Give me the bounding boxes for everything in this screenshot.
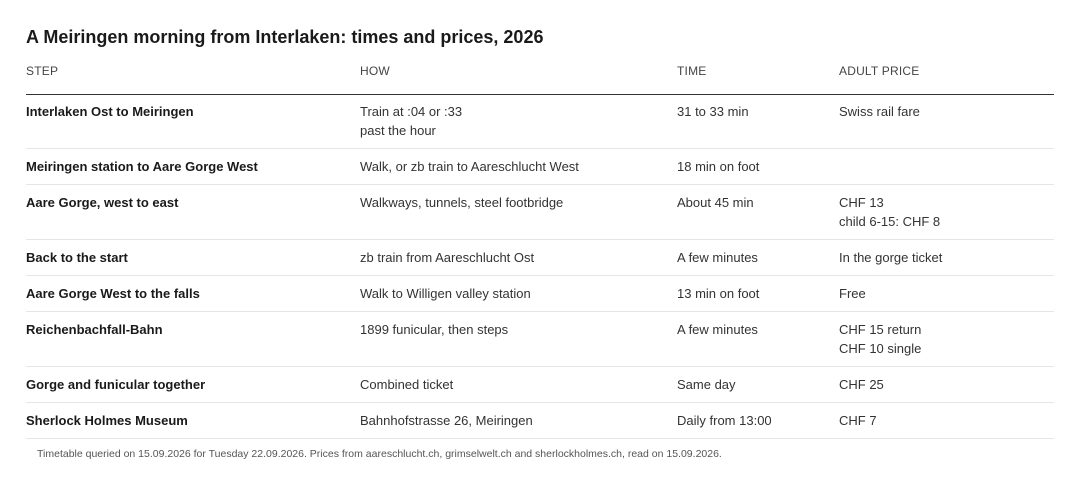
cell-how: Walkways, tunnels, steel footbridge: [360, 184, 677, 240]
cell-how-line: Combined ticket: [360, 376, 454, 392]
cell-step: Back to the start: [26, 239, 360, 276]
cell-how: Train at :04 or :33 past the hour: [360, 94, 677, 149]
cell-how: Walk, or zb train to Aareschlucht West: [360, 148, 677, 185]
cell-how: Walk to Willigen valley station: [360, 275, 677, 312]
cell-adult-price: CHF 25: [839, 366, 1054, 403]
cell-time: A few minutes: [677, 239, 839, 276]
cell-adult-price: [839, 148, 1054, 185]
cell-time: Daily from 13:00: [677, 402, 839, 439]
cell-step: Gorge and funicular together: [26, 366, 360, 403]
cell-how-line: Walk, or zb train to Aareschlucht West: [360, 158, 579, 174]
column-header-step: STEP: [26, 58, 360, 95]
cell-adult-price: CHF 13 child 6-15: CHF 8: [839, 184, 1054, 240]
table-body: Interlaken Ost to Meiringen Train at :04 …: [26, 94, 1054, 439]
cell-price-line: Swiss rail fare: [839, 103, 920, 119]
cell-adult-price: CHF 7: [839, 402, 1054, 439]
cell-how-line: Walkways, tunnels, steel footbridge: [360, 194, 564, 210]
cell-step: Aare Gorge, west to east: [26, 184, 360, 240]
page-title: A Meiringen morning from Interlaken: tim…: [26, 27, 544, 47]
itinerary-table: STEP HOW TIME ADULT PRICE Interlaken Ost…: [26, 58, 1054, 439]
cell-price-line: CHF 15 return: [839, 321, 922, 337]
table-row: Meiringen station to Aare Gorge West Walk…: [26, 148, 1054, 185]
cell-time: About 45 min: [677, 184, 839, 240]
cell-how: 1899 funicular, then steps: [360, 311, 677, 367]
column-header-adult-price: ADULT PRICE: [839, 58, 1054, 95]
column-header-how: HOW: [360, 58, 677, 95]
cell-step: Aare Gorge West to the falls: [26, 275, 360, 312]
cell-how: zb train from Aareschlucht Ost: [360, 239, 677, 276]
cell-time: 13 min on foot: [677, 275, 839, 312]
cell-how-line: Walk to Willigen valley station: [360, 285, 531, 301]
cell-how-line: past the hour: [360, 122, 436, 138]
footnote: Timetable queried on 15.09.2026 for Tues…: [37, 448, 722, 460]
table-row: Aare Gorge, west to east Walkways, tunnel…: [26, 184, 1054, 240]
cell-adult-price: Swiss rail fare: [839, 94, 1054, 149]
cell-price-line: CHF 13: [839, 194, 884, 210]
cell-how-line: Train at :04 or :33: [360, 103, 463, 119]
cell-price-line: CHF 25: [839, 376, 884, 392]
table-row: Aare Gorge West to the falls Walk to Will…: [26, 275, 1054, 312]
cell-adult-price: Free: [839, 275, 1054, 312]
cell-time: A few minutes: [677, 311, 839, 367]
table-row: Reichenbachfall-Bahn 1899 funicular, then…: [26, 311, 1054, 367]
table-row: Back to the start zb train from Aareschlu…: [26, 239, 1054, 276]
cell-step: Interlaken Ost to Meiringen: [26, 94, 360, 149]
cell-adult-price: CHF 15 return CHF 10 single: [839, 311, 1054, 367]
cell-price-line: child 6-15: CHF 8: [839, 213, 941, 229]
cell-how: Combined ticket: [360, 366, 677, 403]
table-row: Gorge and funicular together Combined tic…: [26, 366, 1054, 403]
table-header-row: STEP HOW TIME ADULT PRICE: [26, 58, 1054, 95]
cell-time: 31 to 33 min: [677, 94, 839, 149]
table-row: Sherlock Holmes Museum Bahnhofstrasse 26,…: [26, 402, 1054, 439]
cell-step: Sherlock Holmes Museum: [26, 402, 360, 439]
cell-price-line: In the gorge ticket: [839, 249, 943, 265]
cell-time: Same day: [677, 366, 839, 403]
cell-step: Reichenbachfall-Bahn: [26, 311, 360, 367]
table-row: Interlaken Ost to Meiringen Train at :04 …: [26, 94, 1054, 149]
cell-price-line: CHF 7: [839, 412, 877, 428]
cell-how-line: zb train from Aareschlucht Ost: [360, 249, 535, 265]
cell-time: 18 min on foot: [677, 148, 839, 185]
cell-step: Meiringen station to Aare Gorge West: [26, 148, 360, 185]
cell-price-line: Free: [839, 285, 866, 301]
cell-price-line: CHF 10 single: [839, 340, 922, 356]
cell-how-line: 1899 funicular, then steps: [360, 321, 509, 337]
cell-adult-price: In the gorge ticket: [839, 239, 1054, 276]
cell-how: Bahnhofstrasse 26, Meiringen: [360, 402, 677, 439]
cell-how-line: Bahnhofstrasse 26, Meiringen: [360, 412, 533, 428]
column-header-time: TIME: [677, 58, 839, 95]
